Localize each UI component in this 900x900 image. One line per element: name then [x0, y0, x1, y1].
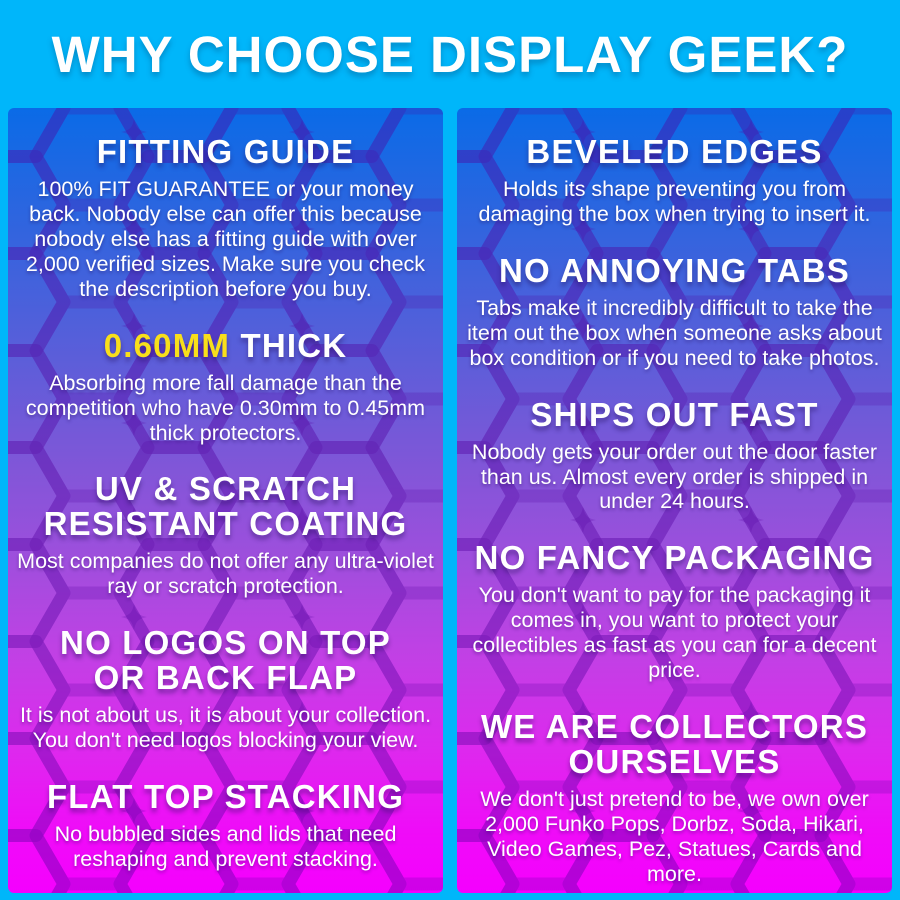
feature-heading-line: SHIPS OUT FAST: [530, 395, 819, 433]
feature-heading: NO FANCY PACKAGING: [465, 539, 884, 577]
feature-heading-line: BEVELED EDGES: [526, 133, 823, 170]
feature-heading: 0.60MM THICK: [16, 326, 435, 364]
feature-heading: FITTING GUIDE: [16, 133, 435, 170]
feature-heading: NO LOGOS ON TOP OR BACK FLAP: [16, 624, 435, 697]
main-header: WHY CHOOSE DISPLAY GEEK?: [0, 0, 900, 108]
feature-heading-line: NO FANCY PACKAGING: [474, 539, 875, 577]
left-panel-content: FITTING GUIDE 100% FIT GUARANTEE or your…: [8, 108, 443, 872]
feature-heading-line: NO LOGOS ON TOP: [60, 624, 391, 662]
feature-heading-line: WE ARE COLLECTORS: [480, 708, 869, 746]
feature-heading: WE ARE COLLECTORS OURSELVES: [465, 708, 884, 781]
feature-heading: BEVELED EDGES: [465, 133, 884, 170]
feature-heading-line: RESISTANT COATING: [43, 505, 408, 543]
feature-section-no-tabs: NO ANNOYING TABS Tabs make it incredibly…: [465, 251, 884, 371]
feature-body: It is not about us, it is about your col…: [19, 703, 432, 753]
feature-section-no-packaging: NO FANCY PACKAGING You don't want to pay…: [465, 539, 884, 683]
feature-section-flat-top: FLAT TOP STACKING No bubbled sides and l…: [16, 778, 435, 872]
feature-heading: SHIPS OUT FAST: [465, 395, 884, 433]
feature-heading-line: THICK: [230, 326, 348, 364]
feature-heading-line: NO ANNOYING TABS: [498, 251, 851, 289]
feature-heading-highlight: 0.60MM: [103, 326, 231, 364]
feature-body: Tabs make it incredibly difficult to tak…: [467, 295, 882, 370]
feature-body: Holds its shape preventing you from dama…: [478, 176, 871, 226]
left-panel: FITTING GUIDE 100% FIT GUARANTEE or your…: [8, 108, 443, 893]
feature-body: 100% FIT GUARANTEE or your money back. N…: [25, 176, 426, 301]
feature-heading: UV & SCRATCH RESISTANT COATING: [16, 470, 435, 543]
feature-section-beveled-edges: BEVELED EDGES Holds its shape preventing…: [465, 133, 884, 227]
feature-columns: FITTING GUIDE 100% FIT GUARANTEE or your…: [0, 108, 900, 893]
feature-section-fitting-guide: FITTING GUIDE 100% FIT GUARANTEE or your…: [16, 133, 435, 302]
feature-heading-line: UV & SCRATCH: [94, 470, 357, 508]
feature-section-uv-coating: UV & SCRATCH RESISTANT COATING Most comp…: [16, 470, 435, 599]
feature-body: You don't want to pay for the packaging …: [472, 583, 877, 683]
feature-heading-line: FITTING GUIDE: [96, 133, 355, 170]
feature-body: We don't just pretend to be, we own over…: [480, 787, 869, 886]
right-panel-content: BEVELED EDGES Holds its shape preventing…: [457, 108, 892, 887]
page-title: WHY CHOOSE DISPLAY GEEK?: [51, 25, 849, 83]
feature-section-collectors: WE ARE COLLECTORS OURSELVES We don't jus…: [465, 708, 884, 887]
feature-heading-line: FLAT TOP STACKING: [46, 778, 405, 816]
feature-heading-line: OR BACK FLAP: [93, 659, 358, 697]
feature-heading: NO ANNOYING TABS: [465, 251, 884, 289]
feature-section-thickness: 0.60MM THICK Absorbing more fall damage …: [16, 326, 435, 446]
feature-body: Absorbing more fall damage than the comp…: [25, 370, 426, 445]
feature-heading-line: OURSELVES: [568, 743, 781, 781]
feature-section-ships-fast: SHIPS OUT FAST Nobody gets your order ou…: [465, 395, 884, 515]
feature-section-no-logos: NO LOGOS ON TOP OR BACK FLAP It is not a…: [16, 624, 435, 753]
feature-heading: FLAT TOP STACKING: [16, 778, 435, 816]
feature-body: Nobody gets your order out the door fast…: [471, 439, 878, 514]
feature-body: No bubbled sides and lids that need resh…: [54, 822, 397, 871]
feature-body: Most companies do not offer any ultra-vi…: [17, 549, 434, 599]
right-panel: BEVELED EDGES Holds its shape preventing…: [457, 108, 892, 893]
